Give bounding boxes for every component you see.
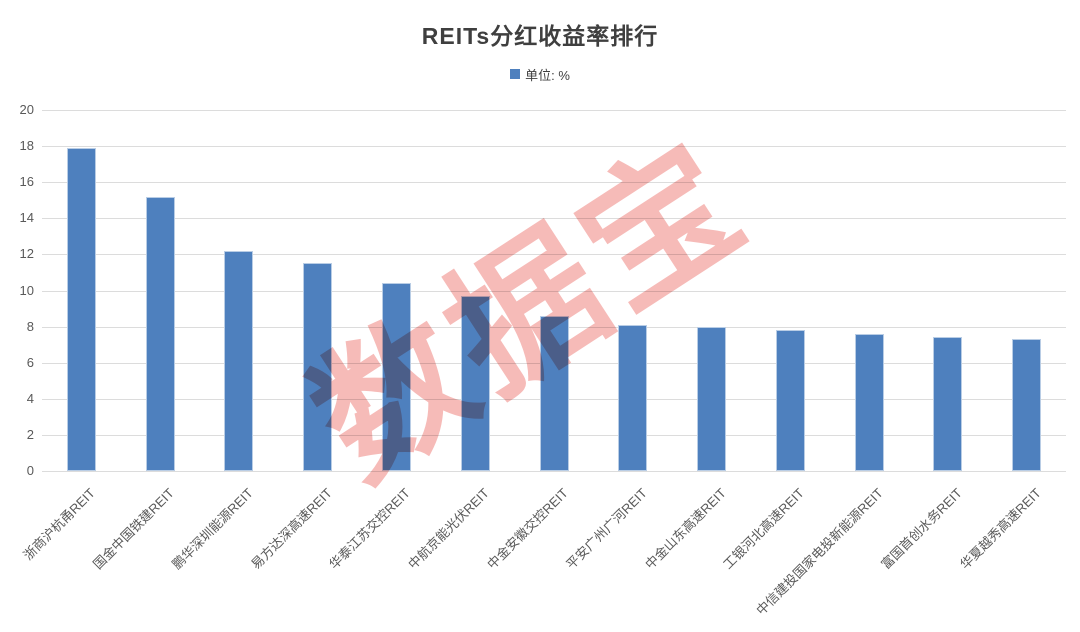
y-axis-tick-label: 2 [26,426,34,442]
bar [933,337,963,471]
bar [145,196,175,471]
bar [775,330,805,471]
bar [539,315,569,471]
bar [381,283,411,471]
bar [618,324,648,471]
bar [224,250,254,471]
bar [66,147,96,471]
legend: 单位: % [0,66,1080,83]
bar [460,295,490,471]
legend-label: 单位: % [525,67,570,83]
y-axis-tick-label: 10 [19,282,34,298]
gridline [42,182,1066,184]
y-axis-tick-label: 12 [19,246,34,262]
gridline [42,146,1066,148]
y-axis-tick-label: 4 [26,390,34,406]
y-axis-tick-label: 6 [26,354,34,370]
y-axis-tick-label: 8 [26,318,34,334]
gridline [42,254,1066,256]
chart-title: REITs分红收益率排行 [421,23,659,49]
y-axis-tick-label: 14 [19,210,34,226]
bar [303,263,333,471]
y-axis-tick-label: 20 [19,102,34,117]
y-axis-tick-label: 0 [26,463,34,478]
gridline [42,110,1066,111]
gridline [42,471,1066,472]
bar [697,326,727,471]
legend-color-swatch [510,69,521,79]
bar [1012,339,1042,471]
y-axis-tick-label: 16 [19,174,34,190]
gridline [42,290,1066,292]
y-axis-tick-label: 18 [19,138,34,154]
bar [854,333,884,471]
gridline [42,218,1066,220]
